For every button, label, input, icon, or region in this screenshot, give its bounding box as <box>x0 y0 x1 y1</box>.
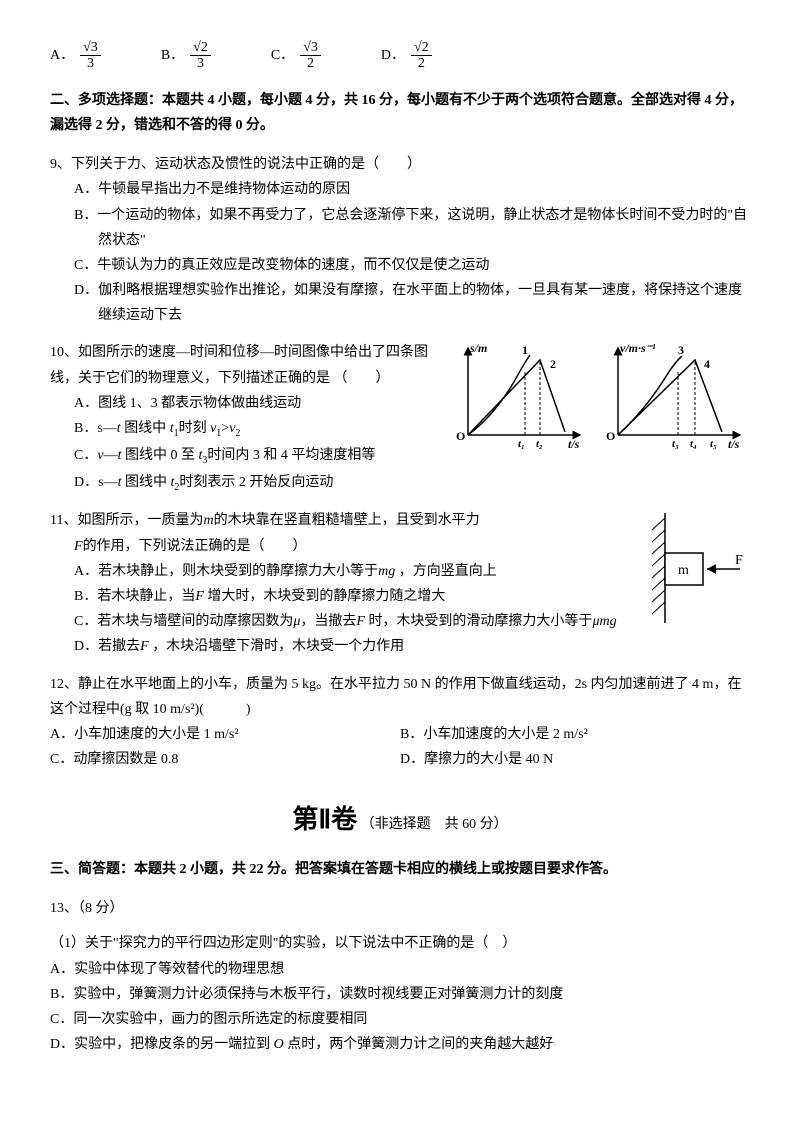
svg-text:s/m: s/m <box>469 341 487 355</box>
q8-c-label: C． <box>271 43 294 68</box>
q9-stem: 9、下列关于力、运动状态及惯性的说法中正确的是（ ） <box>50 152 750 177</box>
svg-text:O: O <box>456 429 465 443</box>
q12-opt-b: B．小车加速度的大小是 2 m/s² <box>400 722 750 747</box>
svg-text:3: 3 <box>678 343 684 357</box>
q8-opt-a: A． √3 3 <box>50 40 101 72</box>
q13: 13、（8 分） （1）关于"探究力的平行四边形定则"的实验，以下说法中不正确的… <box>50 896 750 1057</box>
q9-opt-d: D．伽利略根据理想实验作出推论，如果没有摩擦，在水平面上的物体，一旦具有某一速度… <box>74 278 750 328</box>
q12-opt-a: A．小车加速度的大小是 1 m/s² <box>50 722 400 747</box>
q10-graph-vt: O v/m·s⁻¹ t/s 3 4 t₃ t₄ t₅ <box>600 340 750 450</box>
q10-opt-b: B．s—t 图线中 t1时刻 v1>v2 <box>74 416 440 443</box>
q8-opt-c: C． √3 2 <box>271 40 321 72</box>
q11-text: 11、如图所示，一质量为m的木块靠在竖直粗糙墙壁上，且受到水平力 F的作用，下列… <box>50 508 630 659</box>
q11-opt-a: A．若木块静止，则木块受到的静摩擦力大小等于mg ，方向竖直向上 <box>74 559 630 584</box>
q8-d-label: D． <box>381 43 405 68</box>
q13-opt-d: D．实验中，把橡皮条的另一端拉到 O 点时，两个弹簧测力计之间的夹角越大越好 <box>50 1032 750 1057</box>
q8-b-frac: √2 3 <box>190 40 211 72</box>
svg-text:v/m·s⁻¹: v/m·s⁻¹ <box>620 341 656 355</box>
q13-sub1: （1）关于"探究力的平行四边形定则"的实验，以下说法中不正确的是（ ） <box>50 931 750 956</box>
svg-text:t₅: t₅ <box>710 438 717 450</box>
q8-a-frac: √3 3 <box>80 40 101 72</box>
q11-stem: 11、如图所示，一质量为m的木块靠在竖直粗糙墙壁上，且受到水平力 F的作用，下列… <box>50 508 630 558</box>
q12: 12、静止在水平地面上的小车，质量为 5 kg。在水平拉力 50 N 的作用下做… <box>50 672 750 773</box>
q11-opt-c: C．若木块与墙壁间的动摩擦因数为μ，当撤去F 时，木块受到的滑动摩擦力大小等于μ… <box>74 609 630 634</box>
q8-b-label: B． <box>161 43 184 68</box>
svg-text:t/s: t/s <box>728 437 740 450</box>
svg-text:2: 2 <box>550 357 556 371</box>
q11-opt-b: B．若木块静止，当F 增大时，木块受到的静摩擦力随之增大 <box>74 584 630 609</box>
q9: 9、下列关于力、运动状态及惯性的说法中正确的是（ ） A．牛顿最早指出力不是维持… <box>50 152 750 328</box>
svg-text:t₄: t₄ <box>690 438 697 450</box>
svg-text:1: 1 <box>522 343 528 357</box>
q13-opt-c: C．同一次实验中，画力的图示所选定的标度要相同 <box>50 1007 750 1032</box>
section2-heading: 二、多项选择题：本题共 4 小题，每小题 4 分，共 16 分，每小题有不少于两… <box>50 88 750 138</box>
q8-opt-b: B． √2 3 <box>161 40 211 72</box>
q10-stem: 10、如图所示的速度—时间和位移—时间图像中给出了四条图线，关于它们的物理意义，… <box>50 340 440 390</box>
q11: 11、如图所示，一质量为m的木块靠在竖直粗糙墙壁上，且受到水平力 F的作用，下列… <box>50 508 750 659</box>
q13-opt-b: B．实验中，弹簧测力计必须保持与木板平行，读数时视线要正对弹簧测力计的刻度 <box>50 982 750 1007</box>
svg-text:t₁: t₁ <box>518 438 525 450</box>
q11-diagram: m F <box>640 508 750 628</box>
svg-text:m: m <box>678 563 689 578</box>
q12-opt-d: D．摩擦力的大小是 40 N <box>400 747 750 772</box>
q12-opts: A．小车加速度的大小是 1 m/s² B．小车加速度的大小是 2 m/s² C．… <box>50 722 750 772</box>
q9-opt-b: B．一个运动的物体，如果不再受力了，它总会逐渐停下来，这说明，静止状态才是物体长… <box>74 203 750 253</box>
q12-stem: 12、静止在水平地面上的小车，质量为 5 kg。在水平拉力 50 N 的作用下做… <box>50 672 750 722</box>
q8-c-frac: √3 2 <box>300 40 321 72</box>
q10-opt-c: C．v—t 图线中 0 至 t3时间内 3 和 4 平均速度相等 <box>74 443 440 470</box>
section3-heading: 三、简答题：本题共 2 小题，共 22 分。把答案填在答题卡相应的横线上或按题目… <box>50 857 750 882</box>
svg-text:t₂: t₂ <box>536 438 543 450</box>
q13-head: 13、（8 分） <box>50 896 750 921</box>
svg-text:t₃: t₃ <box>672 438 679 450</box>
part2-heading: 第Ⅱ卷 （非选择题 共 60 分） <box>50 796 750 843</box>
q9-opt-c: C．牛顿认为力的真正效应是改变物体的速度，而不仅仅是使之运动 <box>74 253 750 278</box>
svg-text:O: O <box>606 429 615 443</box>
svg-text:F: F <box>735 553 743 568</box>
q10-graphs: O s/m t/s 1 2 t₁ t₂ O v/m·s⁻¹ t/s 3 4 t₃ <box>450 340 750 450</box>
q10: 10、如图所示的速度—时间和位移—时间图像中给出了四条图线，关于它们的物理意义，… <box>50 340 750 496</box>
q10-opt-a: A．图线 1、3 都表示物体做曲线运动 <box>74 391 440 416</box>
q10-text: 10、如图所示的速度—时间和位移—时间图像中给出了四条图线，关于它们的物理意义，… <box>50 340 440 496</box>
q11-opt-d: D．若撤去F ，木块沿墙壁下滑时，木块受一个力作用 <box>74 634 630 659</box>
q10-graph-st: O s/m t/s 1 2 t₁ t₂ <box>450 340 590 450</box>
svg-text:t/s: t/s <box>568 437 580 450</box>
svg-text:4: 4 <box>704 357 710 371</box>
q13-opt-a: A．实验中体现了等效替代的物理思想 <box>50 957 750 982</box>
q9-opt-a: A．牛顿最早指出力不是维持物体运动的原因 <box>74 177 750 202</box>
q8-a-label: A． <box>50 43 74 68</box>
q8-opt-d: D． √2 2 <box>381 40 432 72</box>
q10-opt-d: D．s—t 图线中 t2时刻表示 2 开始反向运动 <box>74 470 440 497</box>
q8-options: A． √3 3 B． √2 3 C． √3 2 D． √2 2 <box>50 40 750 72</box>
part2-title: 第Ⅱ卷 <box>292 804 357 834</box>
part2-sub: （非选择题 共 60 分） <box>361 817 508 832</box>
q12-opt-c: C．动摩擦因数是 0.8 <box>50 747 400 772</box>
q8-d-frac: √2 2 <box>411 40 432 72</box>
